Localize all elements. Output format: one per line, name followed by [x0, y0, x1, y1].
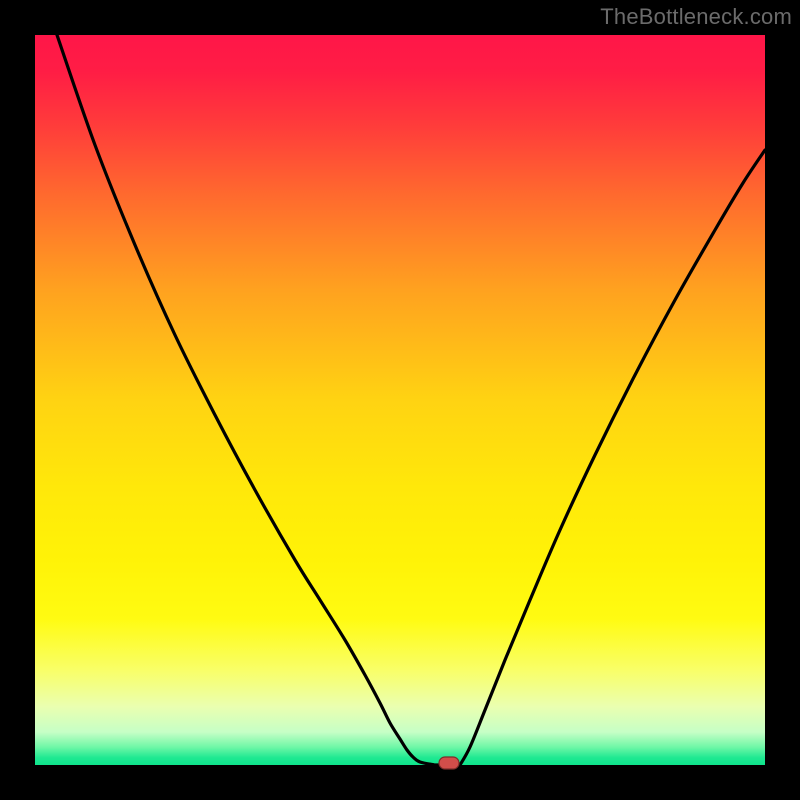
- chart-frame: TheBottleneck.com: [0, 0, 800, 800]
- plot-background: [35, 35, 765, 765]
- watermark-text: TheBottleneck.com: [600, 4, 792, 30]
- bottleneck-chart: [0, 0, 800, 800]
- minimum-marker: [439, 757, 459, 769]
